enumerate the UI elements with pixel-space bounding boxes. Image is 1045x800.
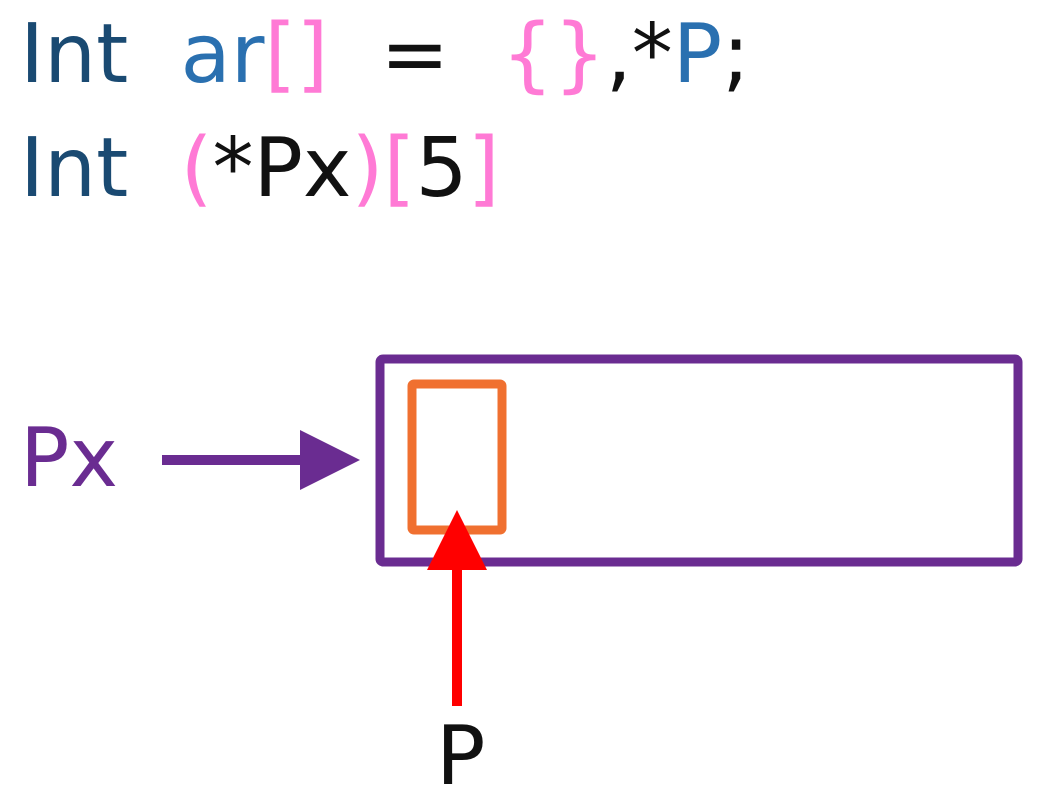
code-token-bracket: (	[180, 121, 213, 216]
code-token-plain: ,*	[605, 7, 673, 102]
code-token-bracket: {}	[501, 7, 606, 102]
code-token-bracket: []	[264, 7, 329, 102]
code-token-bracket: [	[383, 121, 416, 216]
code-token-plain: =	[328, 7, 502, 102]
code-token-plain: ;	[722, 7, 750, 102]
px-label: Px	[20, 411, 118, 506]
code-token-bracket: ]	[467, 121, 500, 216]
code-token-ident: P	[672, 7, 723, 102]
array-box	[375, 354, 1023, 567]
code-token-ident: ar	[180, 7, 265, 102]
code-token-plain: 5	[415, 121, 468, 216]
element-box	[407, 379, 507, 535]
code-token-keyword: Int	[20, 7, 129, 102]
p-label: P	[436, 709, 486, 800]
code-line-declaration: Int ar[] = {},*P;	[20, 14, 750, 96]
code-line-pointer-to-array: Int (*Px)[5]	[20, 128, 500, 210]
code-token-plain: *Px	[212, 121, 352, 216]
code-token-bracket: )	[351, 121, 384, 216]
code-token-keyword: Int	[20, 121, 129, 216]
